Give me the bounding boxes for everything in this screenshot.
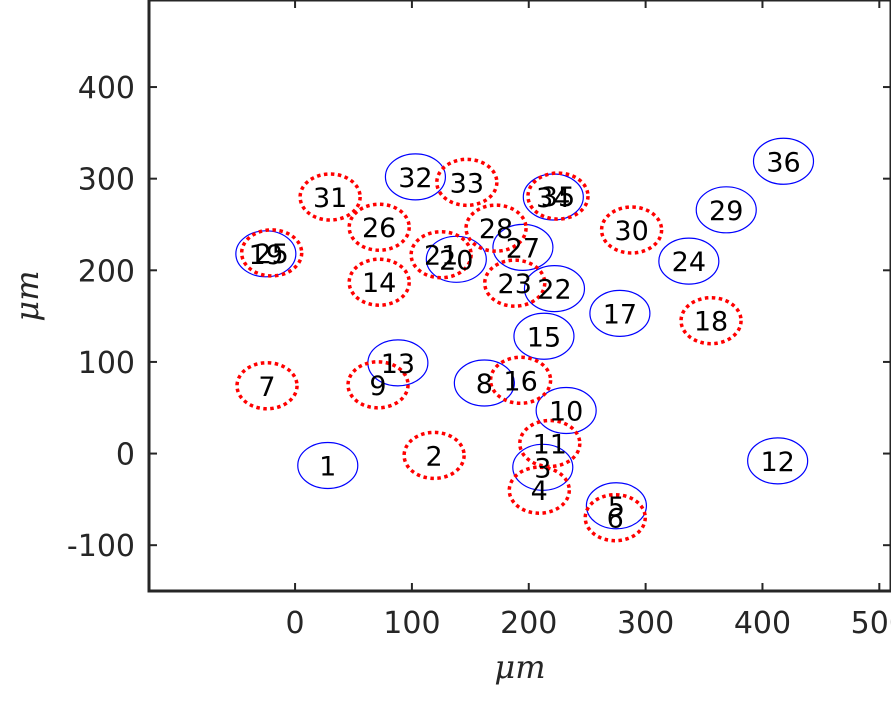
point-label: 6 xyxy=(607,504,624,535)
blue-ellipse-marker xyxy=(297,441,359,490)
blue-ellipse-marker xyxy=(235,230,297,278)
point-label: 20 xyxy=(439,245,473,276)
plot-frame xyxy=(147,0,891,593)
point-label: 19 xyxy=(249,240,283,271)
point-label: 3 xyxy=(534,453,551,484)
point-label: 23 xyxy=(498,269,532,300)
point-label: 2 xyxy=(426,441,443,472)
blue-ellipse-marker xyxy=(523,265,586,313)
blue-ellipse-marker xyxy=(513,312,575,360)
point-label: 12 xyxy=(760,447,794,478)
point-label: 36 xyxy=(766,147,800,178)
blue-ellipse-marker xyxy=(589,289,651,337)
point-label: 5 xyxy=(608,492,625,523)
y-tick-label: 0 xyxy=(116,438,135,473)
point-label: 10 xyxy=(549,396,583,427)
ellipse-markers xyxy=(235,137,815,543)
y-axis-label: μm xyxy=(8,270,46,321)
blue-ellipse-marker xyxy=(453,359,515,407)
blue-ellipse-marker xyxy=(747,437,809,485)
red-dotted-ellipse-marker xyxy=(435,157,499,208)
red-dotted-ellipse-marker xyxy=(583,492,647,543)
red-dotted-ellipse-marker xyxy=(235,361,299,411)
point-label: 22 xyxy=(537,275,571,306)
red-dotted-ellipse-marker xyxy=(239,228,304,278)
blue-ellipse-marker xyxy=(492,223,554,271)
point-label: 29 xyxy=(709,196,743,227)
point-label: 31 xyxy=(313,183,347,214)
y-tick-label: 400 xyxy=(78,71,135,106)
blue-ellipse-marker xyxy=(384,153,447,201)
point-label: 4 xyxy=(531,476,548,507)
point-label: 9 xyxy=(369,371,386,402)
red-dotted-ellipse-marker xyxy=(599,205,664,255)
y-tick-label: 300 xyxy=(78,163,135,198)
red-dotted-ellipse-marker xyxy=(298,172,362,222)
x-axis-label: μm xyxy=(494,648,545,686)
red-dotted-ellipse-marker xyxy=(346,360,410,410)
point-label: 7 xyxy=(258,372,275,403)
point-label: 14 xyxy=(362,268,396,299)
x-tick-label: 200 xyxy=(500,606,557,641)
point-label: 1 xyxy=(319,451,336,482)
x-tick-label: 300 xyxy=(617,606,674,641)
blue-ellipse-marker xyxy=(585,482,648,530)
x-tick-label: 500 xyxy=(851,606,891,641)
point-label: 34 xyxy=(536,183,570,214)
red-dotted-ellipse-marker xyxy=(507,465,572,515)
point-label: 21 xyxy=(424,241,458,272)
red-dotted-ellipse-marker xyxy=(518,418,582,469)
y-tick-label: -100 xyxy=(67,529,135,564)
point-label: 13 xyxy=(381,349,415,380)
red-dotted-ellipse-marker xyxy=(679,295,743,346)
point-label: 28 xyxy=(479,214,513,245)
blue-ellipse-marker xyxy=(695,186,757,234)
blue-ellipse-marker xyxy=(535,386,597,435)
blue-ellipse-marker xyxy=(658,237,720,285)
x-tick-label: 100 xyxy=(383,606,440,641)
blue-ellipse-marker xyxy=(752,137,815,185)
point-label: 32 xyxy=(398,163,432,194)
point-label: 25 xyxy=(255,239,289,270)
point-label: 15 xyxy=(527,322,561,353)
point-label: 16 xyxy=(503,366,537,397)
x-tick-label: 0 xyxy=(286,606,305,641)
point-label: 8 xyxy=(476,369,493,400)
point-label: 26 xyxy=(362,213,396,244)
blue-ellipse-marker xyxy=(512,443,574,491)
red-dotted-ellipse-marker xyxy=(402,430,466,481)
x-axis-ticks: 0 100 200 300 400 500 xyxy=(286,0,891,641)
red-dotted-ellipse-marker xyxy=(347,202,411,252)
red-dotted-ellipse-marker xyxy=(409,229,473,280)
point-label: 24 xyxy=(672,247,706,278)
red-dotted-ellipse-marker xyxy=(347,257,411,307)
x-tick-label: 400 xyxy=(734,606,791,641)
red-dotted-ellipse-marker xyxy=(488,355,553,406)
point-label: 18 xyxy=(694,307,728,338)
point-label: 30 xyxy=(614,216,648,247)
y-tick-label: 200 xyxy=(78,254,135,289)
y-tick-label: 100 xyxy=(78,346,135,381)
point-label: 27 xyxy=(506,233,540,264)
point-label: 35 xyxy=(541,182,575,213)
red-dotted-ellipse-marker xyxy=(482,258,547,308)
red-dotted-ellipse-marker xyxy=(526,171,590,221)
point-label: 11 xyxy=(533,429,567,460)
point-label: 33 xyxy=(450,168,484,199)
y-axis-ticks: -100 0 100 200 300 400 xyxy=(67,71,891,564)
red-dotted-ellipse-marker xyxy=(464,203,528,253)
point-label: 17 xyxy=(603,299,637,330)
